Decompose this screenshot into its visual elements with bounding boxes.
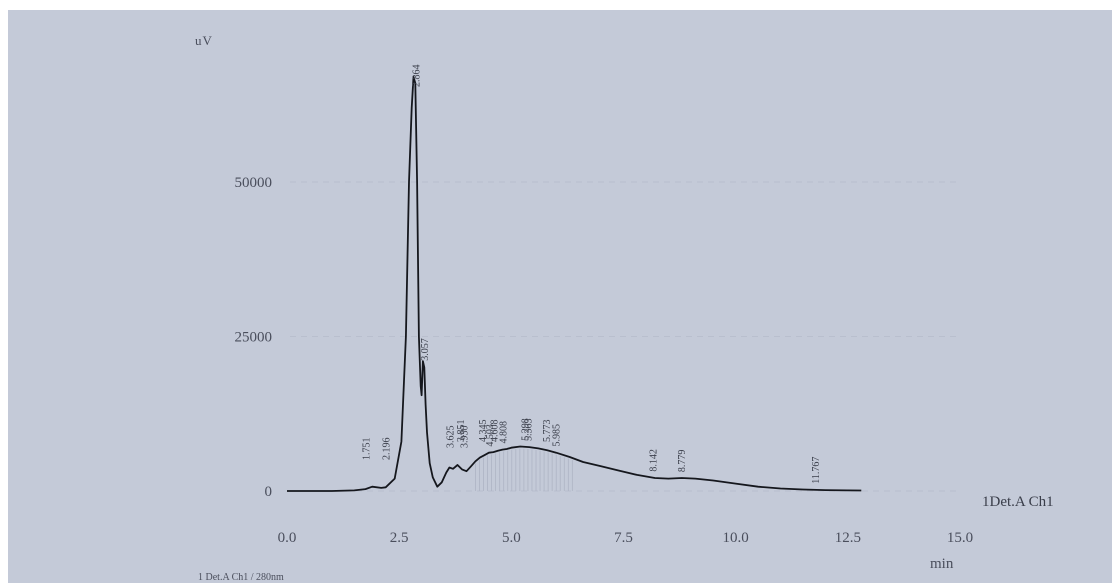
peak-label: 4.608 [490, 420, 501, 443]
integration-hatch [475, 448, 573, 491]
trace-label: 1Det.A Ch1 [982, 494, 1054, 510]
peak-label: 4.345 [478, 420, 489, 443]
x-tick-label: 15.0 [947, 530, 973, 546]
x-tick-label: 7.5 [614, 530, 633, 546]
peak-label: 5.363 [524, 419, 535, 442]
peak-label: 8.142 [648, 449, 659, 472]
x-tick-label: 12.5 [835, 530, 861, 546]
peak-label: 5.985 [552, 424, 563, 447]
peak-label: 8.779 [677, 450, 688, 473]
peak-label: 2.196 [382, 438, 393, 461]
x-tick-label: 10.0 [723, 530, 749, 546]
peak-label: 5.773 [542, 420, 553, 443]
x-tick-label: 0.0 [278, 530, 297, 546]
peak-label: 3.930 [459, 426, 470, 449]
y-tick-label: 25000 [235, 330, 273, 346]
x-tick-label: 2.5 [390, 530, 409, 546]
peak-label: 3.057 [420, 338, 431, 361]
y-tick-label: 0 [265, 484, 273, 500]
y-axis-ticks: 0 25000 50000 [235, 175, 273, 500]
scan-border-top [0, 0, 1112, 10]
peak-label: 1.751 [362, 438, 373, 461]
scan-border-left [0, 0, 8, 583]
gridlines [290, 181, 960, 492]
peak-label: 11.767 [811, 457, 822, 484]
chromatogram-trace [287, 76, 862, 492]
peak-label: 2.864 [411, 65, 422, 88]
y-tick-label: 50000 [235, 175, 273, 191]
y-axis-unit: uV [195, 33, 213, 48]
footer-caption: 1 Det.A Ch1 / 280nm [198, 572, 284, 583]
peak-label: 3.625 [446, 426, 457, 449]
x-axis-ticks: 0.0 2.5 5.0 7.5 10.0 12.5 15.0 [278, 530, 974, 546]
peak-label: 5.298 [521, 418, 532, 441]
x-axis-unit: min [930, 556, 954, 572]
peak-label: 4.503 [485, 424, 496, 447]
x-tick-label: 5.0 [502, 530, 521, 546]
peak-label: 3.851 [456, 420, 467, 443]
peak-label: 4.808 [499, 421, 510, 444]
